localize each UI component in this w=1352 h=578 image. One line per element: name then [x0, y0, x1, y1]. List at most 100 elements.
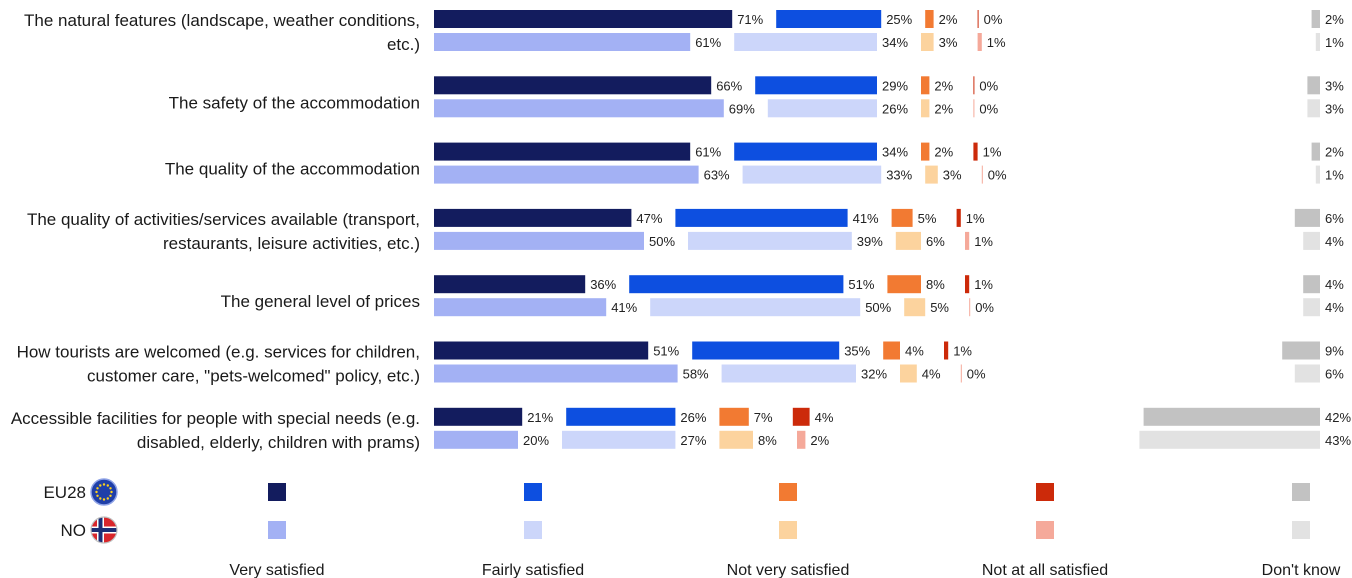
bar-segment	[1294, 364, 1320, 383]
value-label: 7%	[754, 410, 773, 425]
bar-segment	[921, 99, 930, 118]
category-label: Accessible facilities for people with sp…	[11, 409, 420, 452]
bar-segment	[688, 231, 852, 250]
value-label: 21%	[527, 410, 553, 425]
value-label: 1%	[1325, 35, 1344, 50]
bar-segment	[883, 341, 900, 360]
bar-segment	[973, 142, 978, 161]
legend-swatch	[1036, 483, 1054, 501]
bar-segment	[434, 165, 699, 184]
bar-segment	[734, 142, 877, 161]
bar-segment	[734, 33, 877, 51]
bar-segment	[629, 275, 844, 294]
value-label: 26%	[882, 101, 908, 116]
bar-segment	[434, 76, 712, 95]
value-label: 8%	[758, 433, 777, 448]
value-label: 36%	[590, 277, 616, 292]
bar-segment	[1303, 231, 1320, 250]
bar-segment	[1311, 10, 1320, 28]
bar-segment	[742, 165, 882, 184]
value-labels: 71% 25% 2% 0% 2% 61% 34% 3% 1% 1% 66% 29% 2% 0% 3% 69% 2…	[523, 12, 1351, 448]
value-label: 3%	[1325, 78, 1344, 93]
value-label: 4%	[1325, 277, 1344, 292]
bar-segment	[973, 76, 975, 95]
value-label: 2%	[934, 78, 953, 93]
bars	[434, 10, 1320, 449]
bar-segment	[1315, 165, 1320, 184]
bar-segment	[973, 99, 975, 118]
value-label: 66%	[716, 78, 742, 93]
legend-swatch	[524, 521, 542, 539]
bar-segment	[776, 10, 882, 28]
value-label: 0%	[967, 367, 986, 382]
bar-segment	[965, 231, 970, 250]
value-label: 25%	[886, 12, 912, 27]
bar-segment	[960, 364, 962, 383]
legend-swatch	[779, 483, 797, 501]
bar-segment	[969, 298, 971, 317]
value-label: 47%	[636, 211, 662, 226]
value-label: 63%	[704, 168, 730, 183]
value-label: 20%	[523, 433, 549, 448]
value-label: 1%	[1325, 168, 1344, 183]
value-label: 4%	[815, 410, 834, 425]
bar-segment	[755, 76, 877, 95]
bar-segment	[956, 208, 961, 227]
bar-segment	[925, 165, 938, 184]
value-label: 2%	[1325, 145, 1344, 160]
category-labels: The natural features (landscape, weather…	[11, 11, 420, 452]
value-label: 69%	[729, 101, 755, 116]
bar-segment	[721, 364, 856, 383]
legend-swatch	[524, 483, 542, 501]
value-label: 4%	[905, 344, 924, 359]
value-label: 5%	[930, 300, 949, 315]
value-label: 0%	[979, 78, 998, 93]
bar-segment	[719, 430, 753, 449]
value-label: 1%	[987, 35, 1006, 50]
value-label: 1%	[966, 211, 985, 226]
category-label: The natural features (landscape, weather…	[24, 11, 420, 54]
eu-flag-icon	[90, 478, 118, 506]
value-label: 4%	[1325, 234, 1344, 249]
value-label: 6%	[1325, 367, 1344, 382]
bar-segment	[1143, 407, 1320, 426]
value-label: 5%	[918, 211, 937, 226]
value-label: 2%	[934, 101, 953, 116]
legend-series-label: Very satisfied	[229, 562, 324, 578]
value-label: 1%	[983, 145, 1002, 160]
bar-segment	[692, 341, 840, 360]
value-label: 71%	[737, 12, 763, 27]
legend-swatch	[268, 483, 286, 501]
legend-swatch	[1292, 521, 1310, 539]
value-label: 50%	[865, 300, 891, 315]
legend-series-label: Don't know	[1262, 562, 1341, 578]
norway-flag-icon	[90, 516, 118, 544]
value-label: 58%	[683, 367, 709, 382]
bar-segment	[900, 364, 917, 383]
value-label: 35%	[844, 344, 870, 359]
value-label: 29%	[882, 78, 908, 93]
value-label: 3%	[943, 168, 962, 183]
bar-segment	[719, 407, 749, 426]
value-label: 3%	[939, 35, 958, 50]
bar-segment	[981, 165, 983, 184]
bar-segment	[792, 407, 810, 426]
value-label: 1%	[953, 344, 972, 359]
value-label: 43%	[1325, 433, 1351, 448]
bar-segment	[944, 341, 949, 360]
bar-segment	[1311, 142, 1320, 161]
bar-segment	[434, 364, 678, 383]
bar-segment	[1303, 298, 1320, 317]
legend-series-label: Not very satisfied	[727, 562, 850, 578]
bar-segment	[904, 298, 926, 317]
value-label: 6%	[926, 234, 945, 249]
bar-segment	[650, 298, 861, 317]
bar-segment	[965, 275, 970, 294]
legend-group-label: EU28	[43, 483, 86, 502]
bar-segment	[566, 407, 676, 426]
value-label: 0%	[988, 168, 1007, 183]
bar-segment	[887, 275, 921, 294]
bar-segment	[434, 430, 518, 449]
legend-swatch	[1292, 483, 1310, 501]
